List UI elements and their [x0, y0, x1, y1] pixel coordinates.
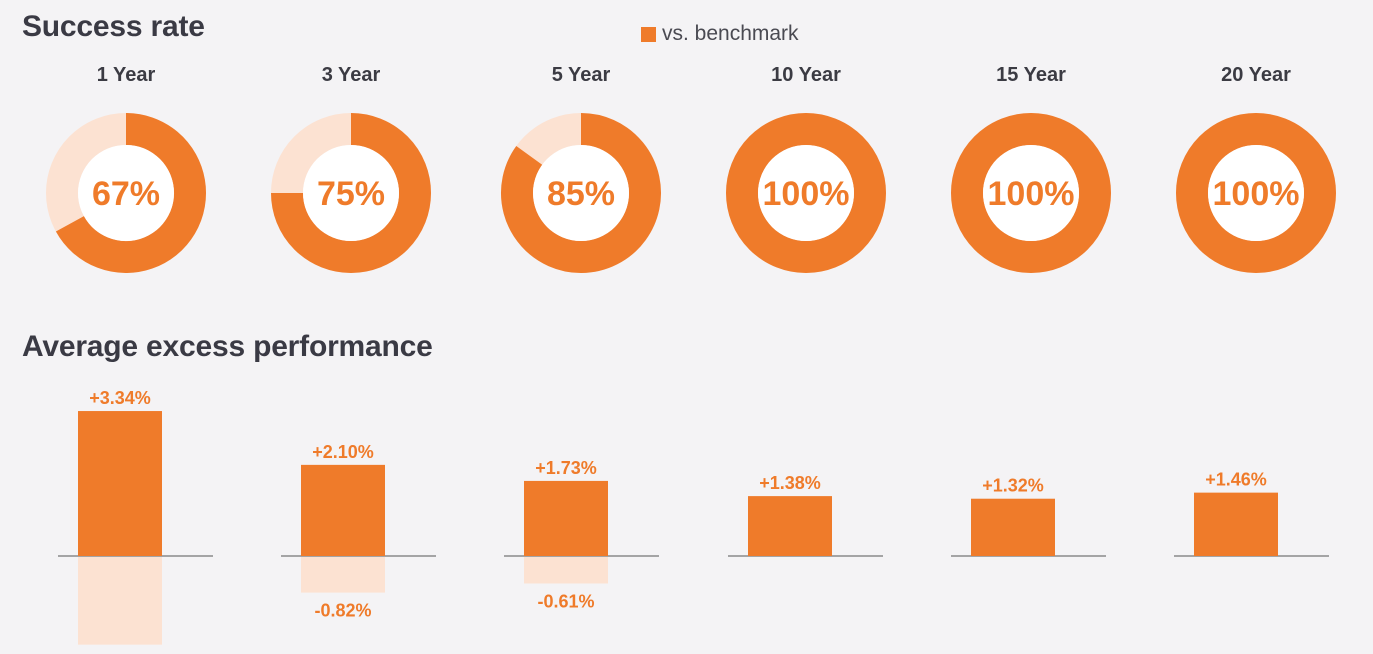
- bar-negative: [524, 557, 608, 584]
- bar-negative: [301, 557, 385, 593]
- donut-slice: [1176, 113, 1336, 273]
- donut-value-label: 85%: [547, 175, 615, 213]
- donut-value-label: 100%: [988, 175, 1075, 213]
- period-label-4: 10 Year: [771, 64, 841, 86]
- period-label-5: 15 Year: [996, 64, 1066, 86]
- donut-hole: [758, 145, 854, 241]
- donut-hole: [533, 145, 629, 241]
- chart-legend: vs. benchmark: [641, 22, 799, 46]
- donut-hole: [1208, 145, 1304, 241]
- donut-slice: [501, 113, 661, 273]
- bar-negative: [78, 557, 162, 645]
- donut-value-label: 75%: [317, 175, 385, 213]
- bar-positive: [1194, 492, 1278, 556]
- bar-positive-label: +1.73%: [535, 458, 597, 478]
- bar-positive-label: +1.32%: [982, 476, 1044, 496]
- excess-performance-title: Average excess performance: [22, 330, 433, 363]
- bar-positive-label: +1.46%: [1205, 470, 1267, 490]
- bar-positive: [748, 496, 832, 556]
- donut-slice: [271, 113, 431, 273]
- success-rate-title: Success rate: [22, 10, 205, 43]
- bar-positive: [78, 411, 162, 556]
- bar-positive: [524, 480, 608, 556]
- bar-negative-label: -2.02%: [91, 653, 148, 654]
- period-label-6: 20 Year: [1221, 64, 1291, 86]
- bar-positive-label: +3.34%: [89, 388, 151, 408]
- donut-slice: [726, 113, 886, 273]
- donut-value-label: 100%: [763, 175, 850, 213]
- legend-swatch: [641, 26, 656, 42]
- donut-slice: [951, 113, 1111, 273]
- donut-hole: [78, 145, 174, 241]
- period-label-3: 5 Year: [552, 64, 611, 86]
- donut-slice: [55, 113, 206, 273]
- bar-positive-label: +2.10%: [312, 442, 374, 462]
- bar-positive: [301, 464, 385, 556]
- donut-value-label: 67%: [92, 175, 160, 213]
- donut-hole: [303, 145, 399, 241]
- period-label-1: 1 Year: [97, 64, 156, 86]
- donut-hole: [983, 145, 1079, 241]
- donut-value-label: 100%: [1213, 175, 1300, 213]
- period-label-2: 3 Year: [322, 64, 381, 86]
- bar-negative-label: -0.82%: [314, 601, 371, 621]
- bar-negative-label: -0.61%: [537, 591, 594, 611]
- bar-positive: [971, 498, 1055, 556]
- bar-positive-label: +1.38%: [759, 473, 821, 493]
- legend-label: vs. benchmark: [662, 22, 799, 45]
